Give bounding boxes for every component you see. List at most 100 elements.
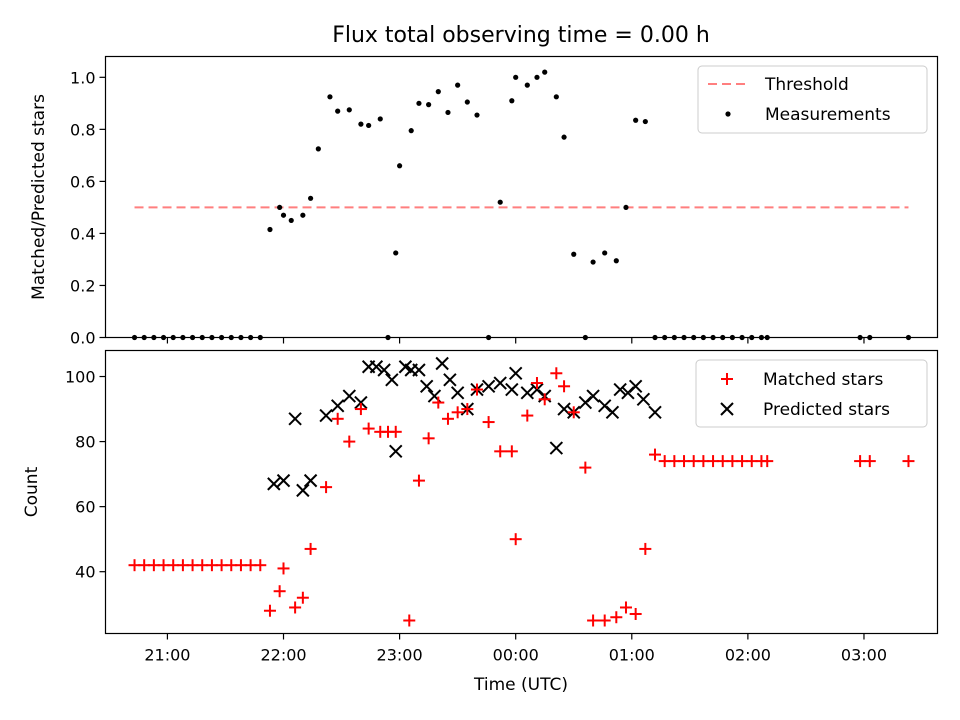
matched-star-marker (461, 403, 474, 416)
top-legend-box (697, 65, 928, 134)
measurement-point (327, 94, 333, 100)
predicted-star-marker (389, 444, 403, 459)
bottom-x-tick-label: 22:00 (260, 646, 306, 665)
bottom-x-tick-label: 23:00 (377, 646, 423, 665)
matched-star-marker (331, 412, 344, 425)
measurement-point (346, 107, 352, 113)
matched-star-marker (649, 448, 662, 461)
measurement-point (358, 121, 364, 127)
matched-star-marker (538, 393, 551, 406)
matched-star-marker (263, 604, 276, 617)
predicted-star-marker (288, 412, 302, 426)
measurement-point (377, 116, 383, 122)
matched-star-marker (451, 406, 464, 419)
matched-star-marker (362, 422, 375, 435)
predicted-star-marker (276, 473, 291, 488)
measurement-point (571, 251, 577, 257)
bottom-x-tick-label: 00:00 (493, 646, 539, 665)
measurement-point (435, 89, 441, 95)
predicted-star-marker (354, 395, 368, 410)
bottom-y-tick-label: 60 (75, 498, 95, 517)
legend-threshold-label: Threshold (764, 75, 849, 95)
predicted-star-marker (330, 399, 345, 413)
top-y-axis-label: Matched/Predicted stars (29, 94, 49, 300)
predicted-star-marker (342, 389, 357, 403)
legend-predicted-swatch (720, 402, 734, 416)
measurement-point (633, 117, 639, 123)
matched-star-marker (470, 383, 483, 396)
measurement-point (408, 128, 414, 134)
predicted-star-marker (520, 386, 535, 400)
predicted-star-marker (319, 408, 333, 423)
measurement-point (416, 100, 422, 106)
top-legend: Threshold Measurements (697, 65, 928, 134)
predicted-star-marker (605, 405, 620, 420)
top-y-axis-ticks: 0.0 0.2 0.4 0.6 0.8 1.0 (70, 68, 106, 348)
predicted-star-marker (377, 363, 391, 377)
bottom-x-tick-label: 21:00 (144, 646, 190, 665)
predicted-star-marker (508, 366, 523, 380)
predicted-star-marker (369, 360, 384, 374)
measurement-point (426, 102, 432, 108)
predicted-star-marker (419, 379, 434, 393)
predicted-star-marker (412, 363, 426, 377)
predicted-star-marker (450, 386, 465, 400)
matched-star-marker (277, 562, 290, 575)
bottom-x-tick-label: 02:00 (725, 646, 771, 665)
measurement-point (307, 195, 314, 201)
measurement-points (131, 69, 912, 341)
matched-star-marker (505, 445, 518, 458)
measurement-point (497, 199, 503, 205)
top-x-axis-ticks (166, 337, 865, 344)
predicted-star-marker (549, 441, 564, 455)
matched-star-marker (494, 445, 507, 458)
predicted-star-marker (648, 405, 662, 420)
predicted-star-marker (628, 379, 643, 393)
predicted-star-marker (613, 382, 627, 397)
matched-star-marker (579, 461, 592, 474)
matched-star-marker (320, 481, 333, 494)
matched-star-marker (902, 455, 915, 468)
top-y-tick-label: 0.4 (70, 224, 95, 243)
measurement-point (534, 74, 540, 80)
predicted-star-marker (435, 356, 449, 371)
measurement-point (513, 74, 519, 80)
matched-star-marker (296, 591, 309, 604)
bottom-y-tick-label: 80 (75, 433, 95, 452)
matched-star-marker (550, 367, 563, 380)
matched-star-marker (587, 614, 600, 627)
measurement-point (642, 118, 648, 125)
measurement-point (277, 204, 283, 211)
measurement-point (602, 250, 608, 256)
predicted-star-marker (505, 382, 519, 397)
predicted-star-marker (385, 373, 399, 387)
bottom-panel-counts: 40 60 80 100 21:00 22:00 23:00 00:00 01:00 02:00… (22, 349, 939, 695)
matched-star-marker (304, 542, 317, 555)
matched-star-marker (273, 585, 286, 598)
bottom-y-axis-ticks: 40 60 80 100 (65, 368, 106, 582)
matched-star-marker (629, 607, 642, 620)
predicted-star-marker (493, 376, 507, 390)
measurement-point (474, 112, 480, 118)
measurement-point (335, 108, 341, 114)
matched-star-marker (432, 396, 445, 409)
predicted-star-marker (443, 373, 457, 387)
measurement-point (590, 259, 596, 265)
top-y-tick-label: 0.6 (70, 172, 95, 191)
measurement-point (366, 122, 372, 129)
predicted-stars-points (267, 356, 662, 498)
x-axis-label: Time (UTC) (473, 675, 568, 695)
measurement-point (397, 163, 403, 169)
measurement-point (455, 82, 461, 88)
measurement-point (300, 212, 306, 218)
measurement-point (524, 82, 530, 88)
matched-star-marker (558, 380, 571, 393)
predicted-star-marker (481, 379, 496, 393)
legend-predicted-label: Predicted stars (763, 400, 890, 420)
matched-star-marker (482, 416, 495, 429)
measurement-point (542, 69, 548, 75)
measurement-point (288, 217, 294, 224)
legend-matched-label: Matched stars (763, 370, 883, 390)
predicted-star-marker (267, 477, 281, 491)
